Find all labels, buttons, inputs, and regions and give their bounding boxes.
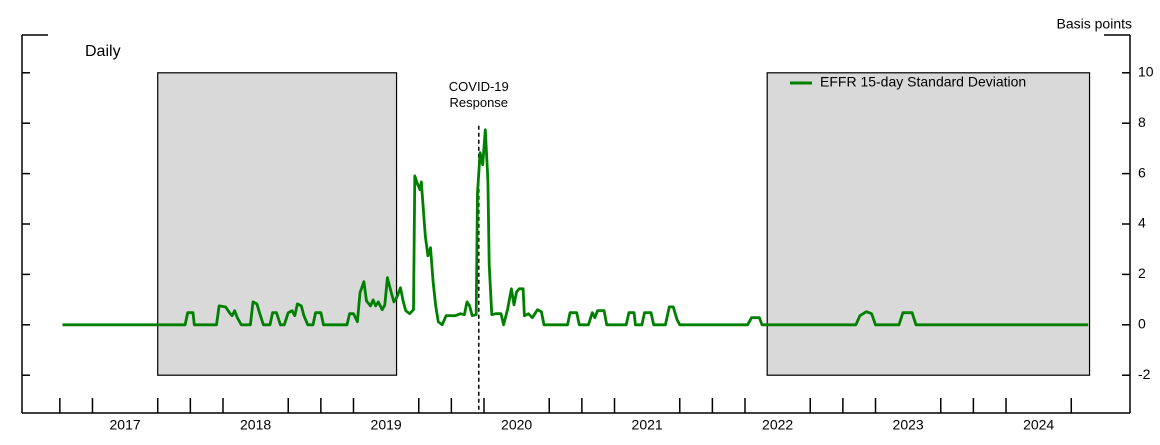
y-tick-label: 10 [1138,64,1154,80]
y-tick-label: -2 [1138,366,1151,382]
shaded-region [766,72,1091,376]
x-tick-label: 2018 [240,417,271,433]
y-tick-label: 2 [1138,265,1146,281]
chart-title: Daily [85,43,121,60]
x-tick-label: 2024 [1023,417,1054,433]
legend-label: EFFR 15-day Standard Deviation [820,74,1026,90]
x-tick-label: 2017 [110,417,141,433]
y-axis-label: Basis points [1057,16,1132,32]
series-line [62,128,1089,327]
y-tick-label: 8 [1138,114,1146,130]
x-tick-label: 2021 [632,417,663,433]
y-tick-label: 4 [1138,215,1146,231]
annotation-text: COVID-19 [449,79,509,94]
annotation-text: Response [449,95,508,110]
x-tick-label: 2019 [371,417,402,433]
y-tick-label: 0 [1138,316,1146,332]
x-tick-label: 2020 [501,417,532,433]
x-tick-label: 2023 [893,417,924,433]
x-tick-label: 2022 [762,417,793,433]
y-tick-label: 6 [1138,164,1146,180]
shaded-region [157,72,398,376]
